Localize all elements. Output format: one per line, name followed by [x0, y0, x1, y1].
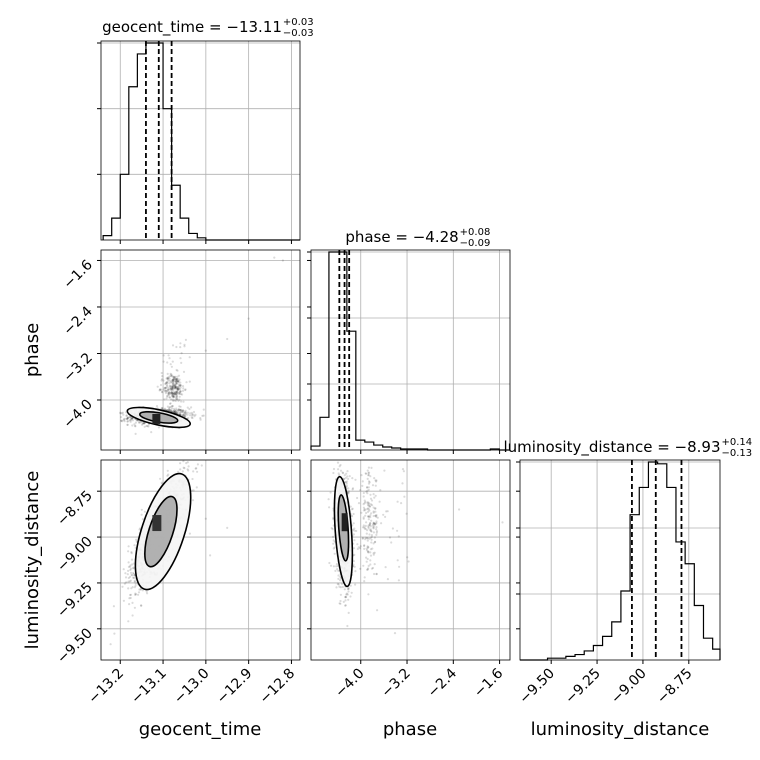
hist-panel-geocent_time [101, 41, 300, 240]
y-tick-label: −1.6 [60, 257, 95, 292]
title-main: geocent_time = −13.11 [102, 18, 282, 37]
panel-title-luminosity_distance: luminosity_distance = −8.93 +0.14−0.13 [503, 437, 752, 459]
histogram-luminosity_distance [520, 461, 721, 661]
hist-panel-luminosity_distance [520, 460, 720, 660]
x-tick-label: −9.25 [562, 666, 604, 708]
density-peak [152, 515, 162, 532]
y-tick-label: −8.75 [54, 488, 96, 530]
x-axis-label-luminosity_distance: luminosity_distance [531, 719, 710, 740]
contour-inner [144, 495, 178, 568]
panel-background [101, 41, 300, 240]
y-axis-label-phase: phase [22, 323, 43, 377]
panel-frame [310, 249, 511, 451]
x-axis-label-phase: phase [383, 719, 437, 740]
x-tick-label: −3.2 [379, 666, 414, 701]
title-prefix: luminosity_distance = [503, 438, 674, 457]
title-median: −8.93 [675, 438, 721, 456]
x-tick-label: −1.6 [471, 665, 506, 700]
density-peak [341, 513, 348, 532]
y-tick-label: −4.0 [60, 397, 95, 432]
title-median: −4.28 [413, 228, 459, 246]
title-main: phase = −4.28 [345, 228, 458, 246]
title-lower-error: −0.09 [460, 238, 491, 249]
y-axis-label-luminosity_distance: luminosity_distance [22, 471, 43, 650]
panel-frame [519, 459, 721, 661]
title-lower-error: −0.13 [722, 448, 753, 459]
panel-background [311, 250, 510, 450]
x-tick-label: −13.2 [85, 666, 127, 708]
x-tick-label: −12.9 [214, 666, 256, 708]
y-tick-label: −2.4 [60, 303, 95, 338]
x-tick-label: −13.0 [171, 666, 213, 708]
panel-background [101, 460, 300, 660]
x-tick-label: −12.8 [257, 666, 299, 708]
y-tick-label: −9.00 [54, 534, 96, 576]
title-prefix: phase = [345, 228, 412, 246]
title-prefix: geocent_time = [102, 18, 226, 37]
panel-background [520, 460, 720, 660]
panel-frame [100, 40, 301, 241]
panel-title-geocent_time: geocent_time = −13.11 +0.03−0.03 [102, 17, 313, 39]
x-tick-label: −13.1 [128, 666, 170, 708]
scatter-panel-luminosity_distance-vs-geocent_time [101, 460, 300, 660]
x-tick-label: −8.75 [654, 666, 696, 708]
panel-title-phase: phase = −4.28 +0.08−0.09 [345, 227, 490, 249]
title-upper-error: +0.08 [460, 227, 491, 238]
hist-panel-phase [311, 250, 510, 450]
panel-frame [310, 459, 511, 661]
density-peak [152, 413, 161, 424]
y-tick-label: −9.50 [54, 625, 96, 667]
y-tick-label: −9.25 [54, 579, 96, 621]
x-tick-label: −4.0 [332, 666, 367, 701]
x-tick-label: −2.4 [425, 665, 460, 700]
title-main: luminosity_distance = −8.93 [503, 438, 720, 457]
x-axis-label-geocent_time: geocent_time [139, 719, 262, 740]
x-tick-label: −9.50 [516, 666, 558, 708]
title-upper-error: +0.14 [722, 437, 753, 448]
title-median: −13.11 [226, 18, 282, 36]
title-lower-error: −0.03 [283, 28, 314, 39]
y-tick-label: −3.2 [60, 350, 95, 385]
title-upper-error: +0.03 [283, 17, 314, 28]
panel-frame [100, 459, 301, 661]
x-tick-label: −9.00 [608, 666, 650, 708]
panel-frame [100, 249, 301, 451]
